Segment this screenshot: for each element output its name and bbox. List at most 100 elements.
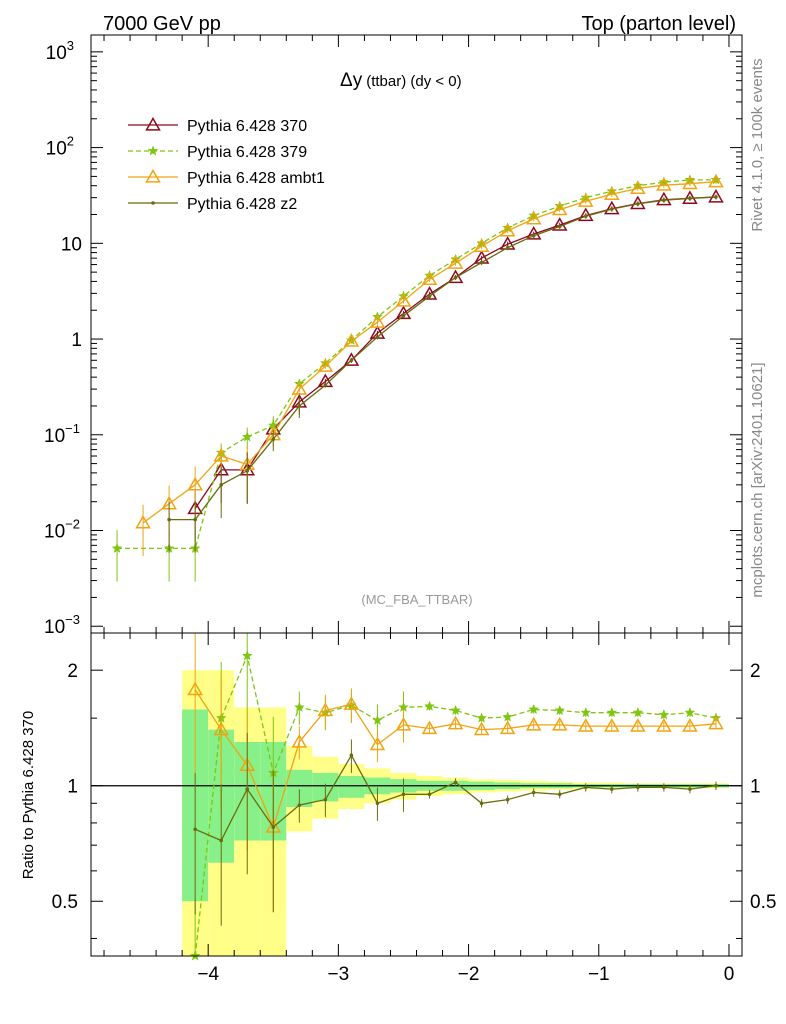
ratio-ylabel: Ratio to Pythia 6.428 370: [20, 711, 37, 879]
pythia-6-428-ambt1-marker: [525, 210, 542, 225]
ratio-pythia-6-428-379-marker: [450, 704, 461, 716]
series-pythia-6-428-z2: [167, 194, 718, 553]
pythia-6-428-379-marker: [111, 542, 123, 554]
ratio-ytick-label: 1: [67, 777, 78, 798]
pythia-6-428-ambt1-marker: [369, 314, 386, 328]
pythia-6-428-z2-marker: [714, 195, 718, 199]
ratio-pythia-6-428-379-marker: [372, 714, 383, 725]
pythia-6-428-ambt1-marker: [135, 514, 151, 529]
ratio-pythia-6-428-ambt1-marker: [369, 736, 386, 751]
ratio-pythia-6-428-z2-marker: [688, 787, 692, 791]
ratio-pythia-6-428-ambt1-marker: [656, 718, 672, 732]
ratio-pythia-6-428-z2-marker: [557, 792, 562, 797]
process-label: Top (parton level): [581, 13, 736, 35]
pythia-6-428-z2-marker: [323, 383, 328, 387]
ratio-pythia-6-428-ambt1-marker: [577, 718, 594, 732]
pythia-6-428-ambt1-marker: [421, 271, 438, 286]
legend-item-pythia-6-428-z2: Pythia 6.428 z2: [128, 196, 297, 213]
pythia-6-428-ambt1-line: [142, 181, 717, 524]
pythia-6-428-z2-marker: [297, 404, 302, 408]
ratio-pythia-6-428-ambt1-marker: [708, 715, 724, 730]
main-ytick-base: 10: [44, 617, 65, 638]
ratio-pythia-6-428-ambt1-marker: [604, 718, 620, 732]
ratio-xtick-label: −3: [328, 964, 350, 985]
ratio-band-green: [338, 776, 365, 798]
pythia-6-428-z2-marker: [193, 517, 197, 522]
pythia-6-428-ambt1-marker: [317, 358, 334, 372]
pythia-6-428-z2-marker: [401, 313, 406, 318]
pythia-6-428-ambt1-marker: [499, 222, 516, 237]
ratio-pythia-6-428-z2-marker: [531, 790, 536, 795]
ratio-pythia-6-428-z2-marker: [401, 792, 406, 797]
pythia-6-428-z2-marker: [531, 233, 536, 238]
mcplots-label: mcplots.cern.ch [arXiv:2401.10621]: [749, 362, 766, 597]
main-ytick-label: 10: [61, 234, 82, 255]
ratio-pythia-6-428-z2-marker: [427, 792, 432, 797]
ratio-pythia-6-428-379-marker: [606, 706, 618, 718]
ratio-pythia-6-428-379-marker: [580, 706, 592, 718]
ratio-pythia-6-428-z2-marker: [662, 785, 666, 790]
pythia-6-428-ambt1-marker: [630, 180, 646, 194]
ratio-pythia-6-428-z2-marker: [271, 825, 276, 829]
main-ytick-base: 10: [44, 426, 65, 447]
ratio-pythia-6-428-z2-marker: [375, 801, 380, 806]
pythia-6-428-370-marker: [343, 352, 360, 366]
ratio-pythia-6-428-ambt1-marker: [395, 716, 412, 731]
ratio-ytick-label-right: 0.5: [750, 892, 776, 913]
pythia-6-428-ambt1-marker: [291, 381, 308, 395]
legend-item-pythia-6-428-370: Pythia 6.428 370: [128, 116, 307, 135]
ratio-pythia-6-428-379-marker: [241, 650, 253, 661]
ratio-ytick-label: 2: [67, 661, 78, 682]
pythia-6-428-ambt1-marker: [187, 476, 203, 491]
ratio-ytick-label: 0.5: [52, 892, 78, 913]
main-ytick-base: 10: [46, 139, 67, 160]
pythia-6-428-z2-marker: [479, 260, 484, 265]
main-ytick-exponent: 2: [67, 134, 74, 149]
ratio-pythia-6-428-ambt1-marker: [187, 681, 203, 696]
ratio-pythia-6-428-z2-marker: [479, 801, 484, 806]
pythia-6-428-z2-marker: [636, 202, 640, 206]
main-ytick-exponent: −2: [65, 517, 80, 532]
pythia-6-428-379-marker: [241, 431, 253, 442]
ratio-plot-ticks: 0.5 0.5 1 1 2 2 −4 −3 −2 −1 0: [52, 633, 776, 985]
ratio-xtick-label: 0: [724, 964, 735, 985]
ratio-xtick-label: −4: [197, 964, 219, 985]
ratio-pythia-6-428-z2-marker: [193, 827, 197, 832]
legend-pythia-6-428-370-marker: [145, 116, 161, 131]
ratio-pythia-6-428-z2-marker: [583, 785, 588, 790]
pythia-6-428-370-marker: [551, 217, 568, 231]
legend-pythia-6-428-z2-marker: [151, 201, 155, 205]
ratio-pythia-6-428-ambt1-marker: [317, 702, 334, 717]
energy-label: 7000 GeV pp: [103, 13, 221, 35]
pythia-6-428-z2-marker: [610, 207, 614, 211]
main-ytick-base: 10: [46, 43, 67, 64]
pythia-6-428-z2-marker: [245, 469, 250, 473]
pythia-6-428-z2-marker: [271, 437, 276, 441]
pythia-6-428-z2-marker: [662, 198, 666, 203]
pythia-6-428-z2-line: [169, 196, 717, 521]
ratio-pythia-6-428-379-marker: [632, 706, 644, 718]
pythia-6-428-z2-marker: [167, 517, 171, 522]
pythia-6-428-ambt1-marker: [395, 292, 412, 307]
pythia-6-428-ambt1-marker: [708, 173, 724, 188]
legend-pythia-6-428-ambt1-marker: [145, 168, 161, 183]
ratio-pythia-6-428-379-marker: [528, 703, 540, 715]
pythia-6-428-ambt1-marker: [656, 177, 672, 191]
main-ytick-label: 10−3: [44, 612, 80, 638]
ratio-plot-frame: [90, 632, 743, 957]
ratio-series-pythia-6-428-z2: [193, 733, 718, 926]
main-plot-marks: [111, 173, 724, 582]
ratio-pythia-6-428-379-marker: [502, 711, 514, 722]
ratio-pythia-6-428-z2-marker: [636, 785, 640, 790]
ratio-pythia-6-428-ambt1-marker: [551, 716, 568, 731]
pythia-6-428-ambt1-marker: [604, 186, 620, 200]
series-pythia-6-428-370: [187, 188, 724, 542]
ratio-pythia-6-428-z2-marker: [453, 780, 458, 785]
title-sub: (ttbar) (dy < 0): [366, 73, 461, 90]
pythia-6-428-ambt1-marker: [447, 255, 464, 269]
main-ytick-exponent: 3: [67, 38, 74, 53]
main-ytick-label: 103: [46, 38, 74, 64]
